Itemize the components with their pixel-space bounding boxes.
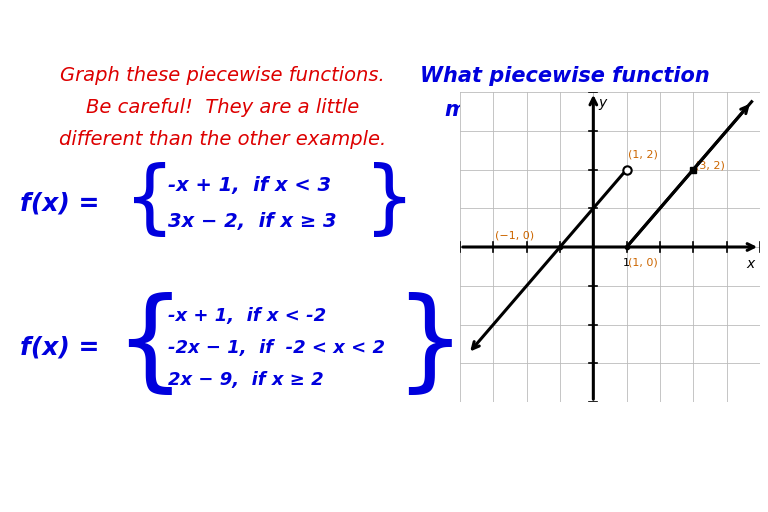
Text: matches this graph?: matches this graph? [445,100,684,120]
Text: 3x − 2,  if x ≥ 3: 3x − 2, if x ≥ 3 [168,211,336,230]
Text: -x + 1,  if x < -2: -x + 1, if x < -2 [168,307,326,325]
Text: What piecewise function: What piecewise function [419,67,710,87]
Text: different than the other example.: different than the other example. [59,130,386,149]
Text: Be careful!  They are a little: Be careful! They are a little [86,98,359,117]
Text: x: x [746,257,755,271]
Text: }: } [395,292,465,399]
Text: (1, 2): (1, 2) [628,150,658,160]
Text: Graph these piecewise functions.: Graph these piecewise functions. [61,67,385,86]
Text: 1: 1 [623,258,631,268]
Text: {: { [114,292,185,399]
Text: f(x) =: f(x) = [20,191,108,215]
Text: }: } [364,162,415,240]
Text: -x + 1,  if x < 3: -x + 1, if x < 3 [168,176,331,195]
Text: 2x − 9,  if x ≥ 2: 2x − 9, if x ≥ 2 [168,371,323,389]
Text: (−1, 0): (−1, 0) [495,230,534,240]
Text: f(x) =: f(x) = [20,336,108,360]
Text: {: { [124,162,176,240]
Text: y: y [598,96,607,110]
Text: -2x − 1,  if  -2 < x < 2: -2x − 1, if -2 < x < 2 [168,339,385,357]
Text: (3, 2): (3, 2) [695,161,725,170]
Text: (1, 0): (1, 0) [628,258,658,268]
